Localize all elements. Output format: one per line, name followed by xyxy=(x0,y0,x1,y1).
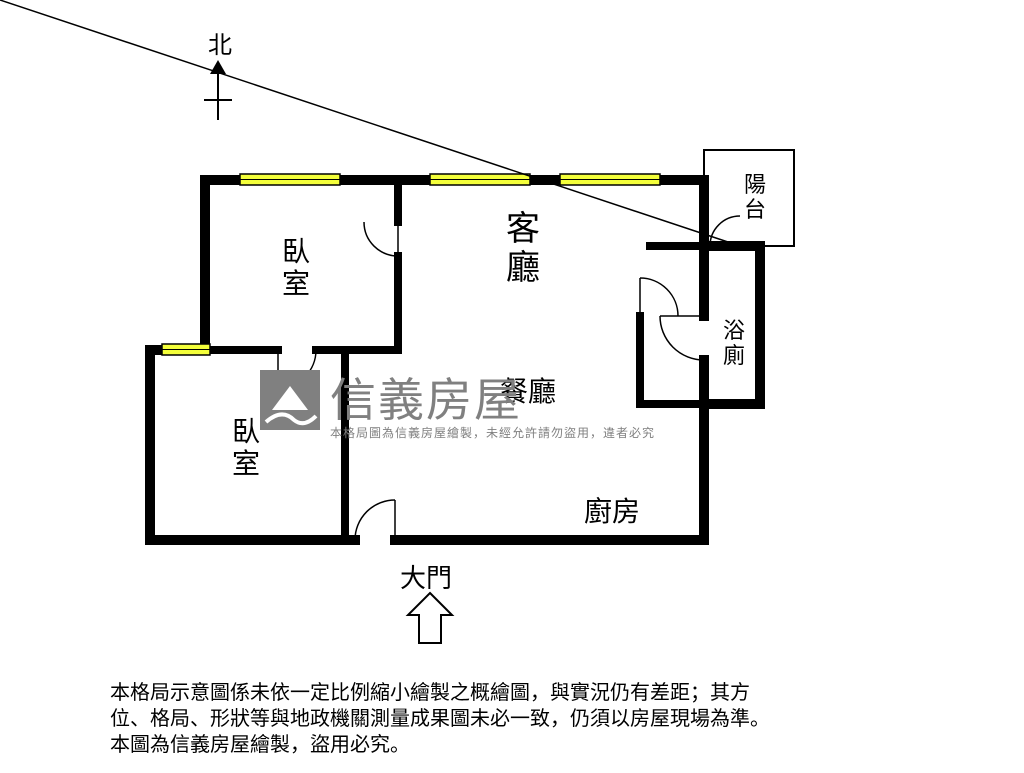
disclaimer-text: 本格局示意圖係未依一定比例縮小繪製之概繪圖，與實況仍有差距；其方位、格局、形狀等… xyxy=(110,680,770,758)
room-label: 臥 室 xyxy=(282,236,310,300)
watermark-subtext: 本格局圖為信義房屋繪製，未經允許請勿盜用，違者必究 xyxy=(330,424,655,441)
room-label: 陽 台 xyxy=(744,172,766,223)
room-label: 客 廳 xyxy=(506,210,540,288)
watermark-logo xyxy=(260,370,320,430)
room-label: 臥 室 xyxy=(232,416,260,480)
disclaimer-line: 本格局示意圖係未依一定比例縮小繪製之概繪圖，與實況仍有差距；其方 xyxy=(110,680,770,706)
compass-north-label: 北 xyxy=(208,32,232,60)
disclaimer-line: 位、格局、形狀等與地政機關測量成果圖未必一致，仍須以房屋現場為準。 xyxy=(110,706,770,732)
watermark-text: 信義房屋 xyxy=(330,364,522,430)
room-label: 廚房 xyxy=(584,496,640,528)
room-label: 大門 xyxy=(400,564,452,594)
disclaimer-line: 本圖為信義房屋繪製，盜用必究。 xyxy=(110,732,770,758)
room-label: 浴 廁 xyxy=(723,318,745,369)
